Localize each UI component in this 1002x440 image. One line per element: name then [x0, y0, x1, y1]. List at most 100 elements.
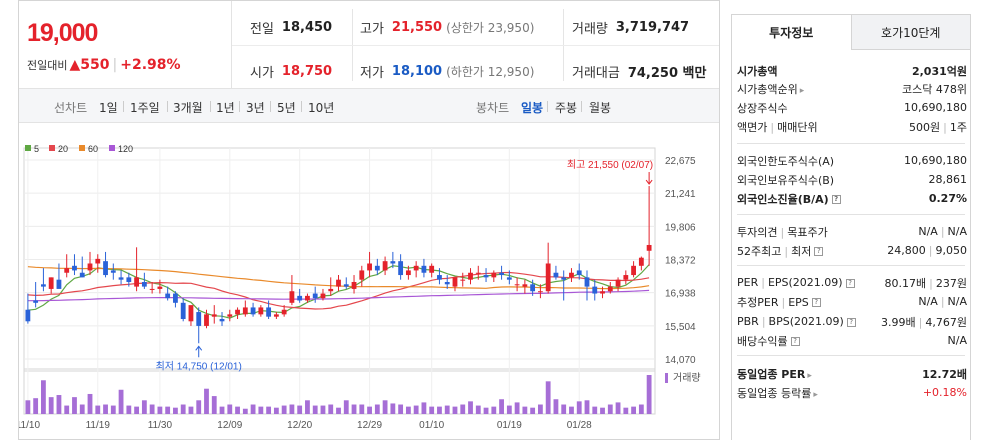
info-value-secondary: N/A [947, 225, 967, 238]
candle-body [266, 307, 272, 317]
volume-bar [398, 404, 404, 414]
volume-bar [250, 404, 256, 414]
volume-bar [413, 405, 419, 414]
legend-label: 60 [88, 144, 98, 154]
volume-bar [452, 406, 458, 414]
candle-body [537, 291, 543, 293]
volume-bar [258, 406, 264, 414]
help-icon[interactable]: ? [845, 278, 855, 288]
candle-body [180, 302, 186, 319]
info-value: 0.27% [928, 192, 967, 205]
tab-1y[interactable]: 1년 [216, 101, 235, 115]
volume-bar [273, 407, 279, 414]
info-value: 10,690,180 [904, 101, 967, 114]
info-value: 500원 [909, 120, 941, 134]
candle-body [553, 272, 559, 278]
candle-body [460, 279, 466, 281]
volume-bar [320, 405, 326, 414]
candle-body [390, 261, 396, 264]
candle-body [196, 312, 202, 326]
candle-body [584, 277, 590, 287]
volume-bar [211, 396, 217, 414]
info-row: 외국인한도주식수(A) 10,690,180 [737, 151, 967, 170]
volume-bar [437, 406, 442, 414]
candle-body [141, 281, 147, 287]
volume: 거래량 3,719,747 [572, 19, 690, 37]
candle-body [204, 314, 209, 326]
legend-label: 5 [34, 144, 39, 154]
info-row: 액면가 | 매매단위 500원 | 1주 [737, 120, 967, 134]
tab-1w[interactable]: 1주일 [130, 101, 160, 115]
volume-bar [576, 401, 582, 414]
candle-body [219, 318, 225, 322]
volume-legend-swatch [665, 373, 668, 383]
info-key: 시가총액 [737, 64, 778, 78]
info-value: 2,031억원 [911, 64, 967, 78]
info-key: 외국인소진율(B/A) [737, 192, 829, 206]
help-icon[interactable]: ? [814, 247, 824, 256]
volume-bar [64, 405, 70, 414]
volume-bar [227, 404, 233, 414]
candle-body [118, 277, 124, 280]
candle-body [173, 293, 178, 303]
info-value: N/A [918, 225, 938, 238]
volume-bar [638, 404, 644, 414]
tab-weekly[interactable]: 주봉 [555, 101, 578, 115]
candle-body [126, 277, 132, 282]
trade-amount: 거래대금 74,250 백만 [572, 65, 707, 81]
help-icon[interactable]: ? [846, 317, 856, 327]
x-tick-label: 11/10 [19, 420, 40, 431]
candle-body [522, 284, 528, 287]
candle-body [405, 270, 411, 276]
chevron-right-icon[interactable]: ▸ [799, 85, 805, 96]
help-icon[interactable]: ? [790, 337, 800, 346]
tab-investment-info[interactable]: 투자정보 [732, 15, 852, 50]
tab-1d[interactable]: 1일 [99, 101, 118, 115]
candle-body [227, 314, 233, 317]
candle-body [95, 258, 101, 264]
volume-bar [219, 406, 225, 414]
max-annotation: 최고 21,550 (02/07) [567, 159, 653, 171]
info-key: 시가총액순위 [737, 82, 798, 96]
tab-candle-chart[interactable]: 봉차트 [476, 101, 510, 115]
info-value-secondary: 237원 [935, 276, 967, 290]
candle-body [545, 263, 551, 292]
candle-body [491, 272, 497, 278]
help-icon[interactable]: ? [831, 195, 841, 204]
tab-5y[interactable]: 5년 [277, 101, 296, 115]
volume-bar [312, 405, 318, 414]
volume-bar [615, 402, 621, 414]
volume-bar [506, 405, 512, 414]
up-arrow-icon: ▲ [69, 57, 81, 73]
tab-line-chart[interactable]: 선차트 [54, 101, 88, 115]
candle-body [48, 277, 54, 289]
chevron-right-icon[interactable]: ▸ [807, 370, 812, 381]
tab-3y[interactable]: 3년 [246, 101, 265, 115]
x-tick-label: 01/28 [567, 420, 592, 431]
volume-bar [180, 404, 186, 414]
info-value-secondary: 9,050 [935, 244, 968, 257]
candle-body [382, 261, 388, 271]
tab-3m[interactable]: 3개월 [173, 101, 203, 115]
tab-10y[interactable]: 10년 [308, 101, 335, 115]
x-tick-label: 01/10 [419, 420, 444, 431]
tab-daily[interactable]: 일봉 [521, 101, 544, 115]
price-chart[interactable]: 22,675 21,241 19,806 18,372 16,938 15,504 14,0… [19, 123, 719, 440]
info-row: 외국인보유주식수(B) 28,861 [737, 170, 967, 189]
help-icon[interactable]: ? [811, 298, 821, 307]
info-key: 동일업종 PER [737, 367, 806, 381]
candle-body [343, 284, 349, 287]
info-key-secondary: 목표주가 [787, 225, 828, 239]
volume-bar [483, 407, 489, 414]
candle-body [72, 265, 77, 271]
volume-bar [382, 400, 388, 414]
chevron-right-icon[interactable]: ▸ [813, 389, 818, 400]
tab-order-book[interactable]: 호가10단계 [851, 15, 970, 50]
info-key: 외국인한도주식수(A) [737, 154, 835, 168]
ma-line-120 [27, 289, 650, 302]
candle-body [351, 281, 357, 289]
candle-body [421, 265, 427, 273]
tab-monthly[interactable]: 월봉 [589, 101, 612, 115]
legend-swatch [79, 145, 85, 151]
info-row: 투자의견 | 목표주가 N/A | N/A [737, 225, 967, 239]
